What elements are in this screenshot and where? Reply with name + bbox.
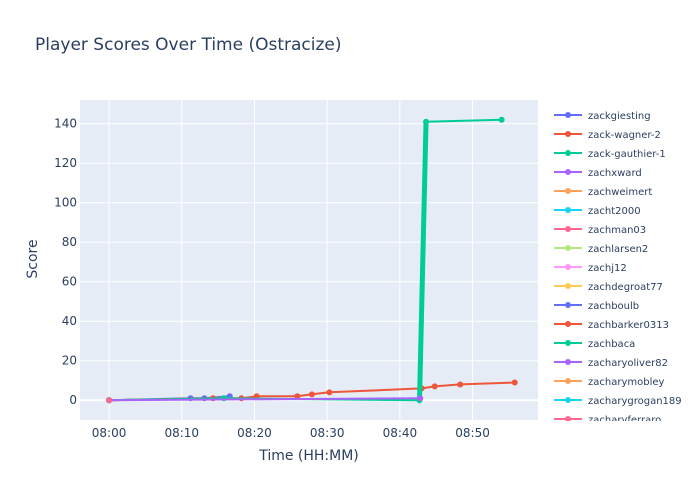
legend-item: zack-wagner-2 bbox=[554, 130, 661, 141]
data-point bbox=[511, 379, 518, 386]
legend-item: zachj12 bbox=[554, 263, 627, 274]
data-point bbox=[457, 381, 464, 388]
series-zacharyferraro bbox=[106, 397, 113, 404]
y-tick-label: 20 bbox=[62, 354, 77, 368]
legend-swatch-marker bbox=[565, 169, 571, 175]
legend-item: zachlarsen2 bbox=[554, 244, 648, 255]
legend-label: zacharyoliver82 bbox=[588, 358, 668, 369]
y-tick-label: 40 bbox=[62, 314, 77, 328]
legend-items: zackgiesting zack-wagner-2 zack-gauthier-1… bbox=[554, 111, 682, 426]
legend-label: zachj12 bbox=[588, 263, 627, 274]
legend-swatch-marker bbox=[565, 245, 571, 251]
legend-label: zachlarsen2 bbox=[588, 244, 648, 255]
legend-swatch-marker bbox=[565, 359, 571, 365]
x-tick-label: 08:40 bbox=[383, 426, 418, 440]
legend-swatch-marker bbox=[565, 188, 571, 194]
data-point bbox=[106, 397, 113, 404]
legend-swatch-marker bbox=[565, 112, 571, 118]
y-tick-label: 60 bbox=[62, 275, 77, 289]
data-point bbox=[423, 118, 430, 125]
legend-label: zacharygrogan189 bbox=[588, 396, 682, 407]
legend-item: zachbarker0313 bbox=[554, 320, 669, 331]
legend-swatch-marker bbox=[565, 264, 571, 270]
legend-item: zack-gauthier-1 bbox=[554, 149, 666, 160]
legend-swatch-marker bbox=[565, 321, 571, 327]
legend-label: zacht2000 bbox=[588, 206, 641, 217]
legend-item: zachweimert bbox=[554, 187, 652, 198]
data-point bbox=[431, 383, 438, 390]
chart-title: Player Scores Over Time (Ostracize) bbox=[35, 35, 342, 55]
legend-item: zachbaca bbox=[554, 339, 635, 350]
y-tick-label: 80 bbox=[62, 235, 77, 249]
legend-label: zacharyferraro bbox=[588, 415, 661, 426]
legend-swatch-marker bbox=[565, 302, 571, 308]
legend-item: zacht2000 bbox=[554, 206, 641, 217]
x-tick-label: 08:00 bbox=[92, 426, 127, 440]
legend-label: zacharymobley bbox=[588, 377, 665, 388]
legend-item: zachboulb bbox=[554, 301, 639, 312]
legend-item: zacharygrogan189 bbox=[554, 396, 682, 407]
y-axis-title: Score bbox=[25, 239, 41, 278]
legend-label: zachdegroat77 bbox=[588, 282, 663, 293]
legend-swatch-marker bbox=[565, 378, 571, 384]
x-tick-label: 08:50 bbox=[455, 426, 490, 440]
data-point bbox=[308, 391, 315, 398]
legend-item: zacharyferraro bbox=[554, 415, 661, 426]
y-tick-label: 100 bbox=[54, 196, 77, 210]
legend-item: zacharyoliver82 bbox=[554, 358, 668, 369]
legend-label: zachbaca bbox=[588, 339, 635, 350]
legend-swatch-marker bbox=[565, 150, 571, 156]
legend-swatch-marker bbox=[565, 397, 571, 403]
legend-swatch-marker bbox=[565, 207, 571, 213]
y-tick-label: 140 bbox=[54, 117, 77, 131]
legend-label: zack-gauthier-1 bbox=[588, 149, 666, 160]
data-point bbox=[294, 393, 301, 400]
legend-swatch-marker bbox=[565, 416, 571, 421]
legend-label: zachweimert bbox=[588, 187, 652, 198]
series-line bbox=[109, 397, 421, 402]
data-point bbox=[498, 116, 505, 123]
legend-label: zachbarker0313 bbox=[588, 320, 669, 331]
legend: zackgiesting zack-wagner-2 zack-gauthier-1… bbox=[554, 111, 682, 426]
data-point bbox=[417, 395, 424, 402]
legend-item: zachdegroat77 bbox=[554, 282, 663, 293]
legend-swatch-marker bbox=[565, 131, 571, 137]
plot-area bbox=[80, 100, 538, 420]
x-tick-label: 08:10 bbox=[164, 426, 199, 440]
legend-item: zacharymobley bbox=[554, 377, 665, 388]
legend-swatch-marker bbox=[565, 340, 571, 346]
legend-item: zachxward bbox=[554, 168, 642, 179]
legend-label: zachboulb bbox=[588, 301, 639, 312]
y-tick-label: 120 bbox=[54, 156, 77, 170]
y-tick-label: 0 bbox=[69, 393, 77, 407]
legend-label: zachxward bbox=[588, 168, 642, 179]
legend-item: zackgiesting bbox=[554, 111, 651, 122]
data-point bbox=[326, 389, 333, 396]
legend-swatch-marker bbox=[565, 283, 571, 289]
legend-label: zack-wagner-2 bbox=[588, 130, 661, 141]
x-axis-title: Time (HH:MM) bbox=[258, 448, 359, 464]
x-tick-label: 08:20 bbox=[237, 426, 272, 440]
x-tick-label: 08:30 bbox=[310, 426, 345, 440]
legend-label: zackgiesting bbox=[588, 111, 651, 122]
legend-label: zachman03 bbox=[588, 225, 646, 236]
series-jump-segment bbox=[417, 119, 429, 403]
legend-swatch-marker bbox=[565, 226, 571, 232]
legend-item: zachman03 bbox=[554, 225, 646, 236]
